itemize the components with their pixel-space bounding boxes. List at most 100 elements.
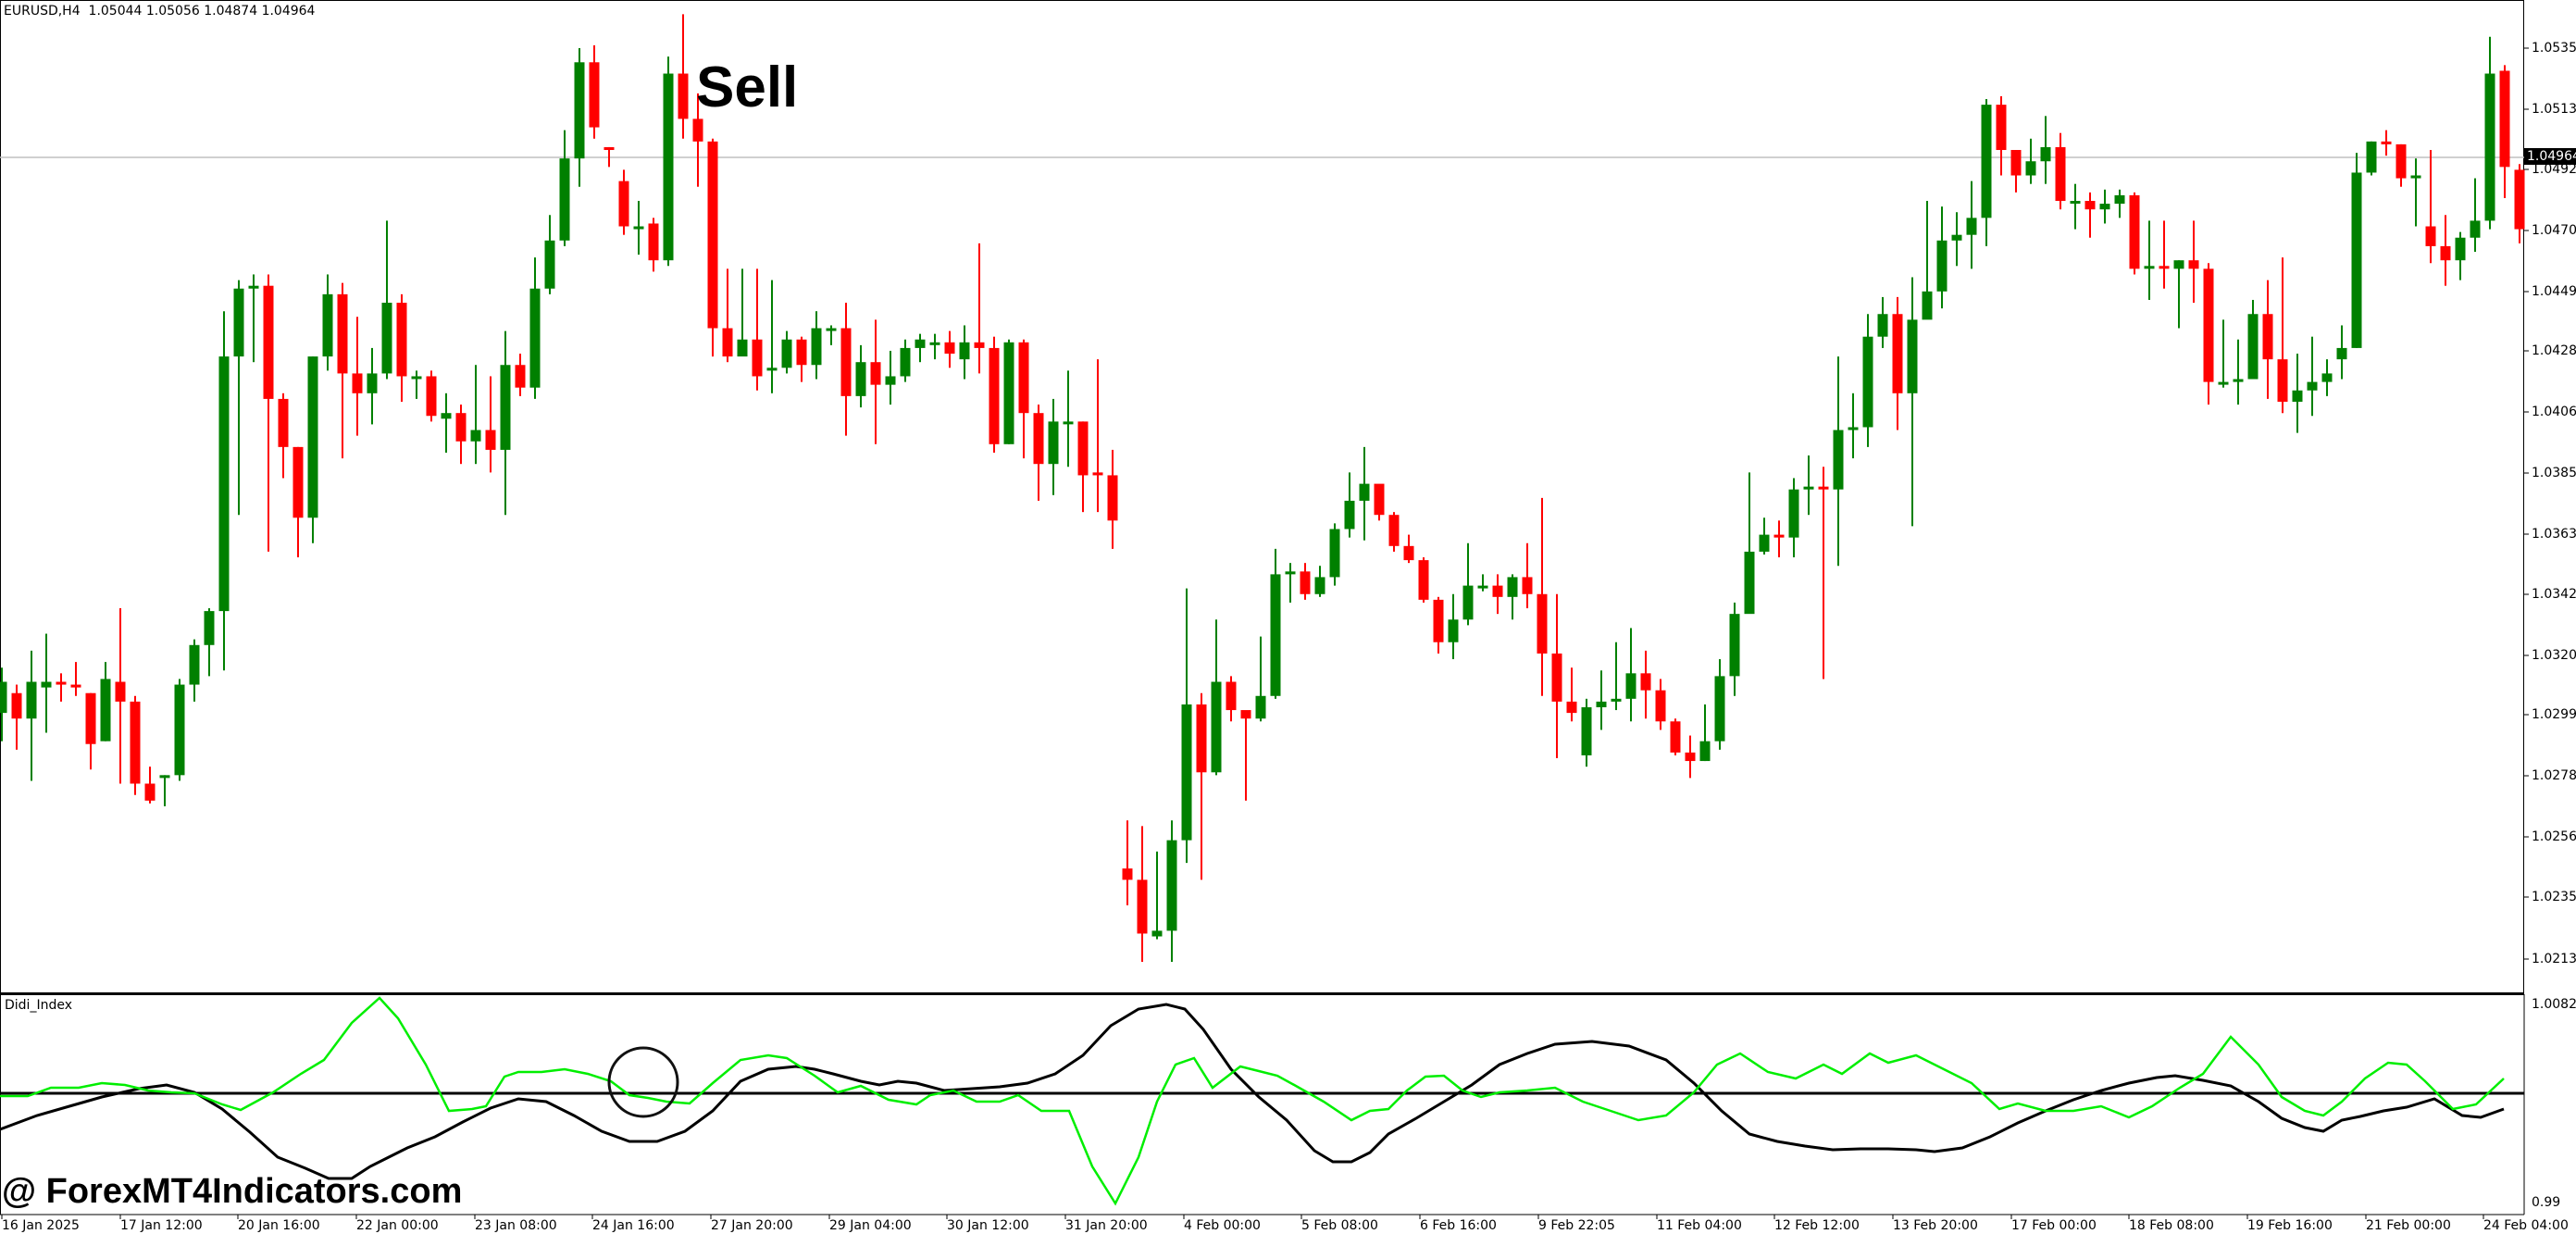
time-tick-label: 11 Feb 04:00 (1657, 1218, 1742, 1233)
bear-candle (604, 146, 615, 151)
price-tick-label: 1.03205 (2532, 648, 2576, 663)
bear-candle (974, 342, 985, 348)
bear-candle (1670, 721, 1681, 753)
bear-candle (1551, 653, 1562, 702)
bull-candle (1699, 741, 1711, 762)
bear-candle (1522, 577, 1533, 594)
bull-candle (0, 681, 7, 714)
bear-candle (1640, 673, 1651, 691)
bull-candle (1048, 421, 1059, 465)
bear-candle (989, 347, 1000, 444)
bear-candle (1196, 704, 1207, 773)
bull-candle (2040, 146, 2051, 162)
watermark: @ ForexMT4Indicators.com (2, 1172, 463, 1211)
bear-candle (455, 413, 467, 442)
price-tick-label: 1.04920 (2532, 162, 2576, 177)
bear-candle (589, 62, 600, 128)
bear-candle (2203, 268, 2214, 382)
bull-candle (2292, 390, 2303, 402)
time-tick-label: 31 Jan 20:00 (1065, 1218, 1148, 1233)
bear-candle (2277, 359, 2288, 402)
bear-candle (2499, 70, 2510, 168)
bear-candle (1018, 342, 1029, 414)
price-tick-label: 1.02565 (2532, 829, 2576, 844)
bull-candle (1003, 342, 1014, 444)
bull-candle (2099, 204, 2110, 210)
bear-candle (1137, 879, 1148, 934)
time-tick-label: 22 Jan 00:00 (356, 1218, 439, 1233)
bull-candle (1329, 529, 1340, 578)
didi-fast-line (0, 996, 2505, 1206)
bull-candle (929, 342, 940, 345)
bull-candle (248, 285, 259, 289)
bear-candle (618, 181, 629, 227)
time-tick-label: 5 Feb 08:00 (1301, 1218, 1378, 1233)
bull-candle (559, 158, 570, 241)
bear-candle (870, 362, 881, 385)
bull-candle (915, 339, 926, 348)
bull-candle (1181, 704, 1192, 841)
sell-annotation: Sell (696, 56, 799, 119)
price-tick-label: 1.04490 (2532, 284, 2576, 299)
price-tick-label: 1.03850 (2532, 466, 2576, 480)
time-tick-label: 9 Feb 22:05 (1538, 1218, 1615, 1233)
bull-candle (1848, 427, 1859, 430)
bull-candle (1314, 577, 1325, 594)
bull-candle (1744, 551, 1755, 615)
bull-candle (1596, 701, 1607, 708)
bull-candle (1729, 614, 1740, 677)
bull-candle (1907, 319, 1918, 393)
bear-candle (115, 681, 126, 702)
bull-candle (411, 376, 422, 380)
time-tick-label: 17 Feb 00:00 (2011, 1218, 2097, 1233)
bear-candle (352, 373, 363, 393)
bull-candle (307, 356, 318, 518)
bear-candle (1818, 486, 1829, 490)
bull-candle (2218, 381, 2229, 385)
bull-candle (367, 373, 378, 393)
indicator-axis-top-label: 1.0082 (2532, 997, 2576, 1012)
bull-candle (1862, 336, 1873, 428)
bull-candle (2336, 347, 2347, 360)
didi-slow-line (0, 1003, 2505, 1180)
bull-candle (1759, 534, 1770, 552)
bear-candle (1107, 475, 1118, 521)
bear-candle (1892, 314, 1903, 393)
bull-candle (1788, 489, 1799, 538)
bear-candle (2514, 169, 2525, 230)
bull-candle (2144, 266, 2155, 269)
bear-candle (2129, 194, 2140, 269)
bull-candle (1951, 234, 1962, 241)
bull-candle (2070, 201, 2081, 205)
bull-candle (2410, 175, 2421, 179)
bear-candle (2425, 226, 2436, 246)
bull-candle (159, 775, 170, 779)
ohlc-values: 1.05044 1.05056 1.04874 1.04964 (88, 4, 316, 19)
price-tick-label: 1.05135 (2532, 102, 2576, 117)
bear-candle (2159, 266, 2170, 269)
bull-candle (189, 644, 200, 685)
bull-candle (1714, 676, 1725, 742)
time-tick-label: 24 Jan 16:00 (592, 1218, 675, 1233)
bear-candle (1033, 413, 1044, 465)
bear-candle (56, 681, 67, 685)
bear-candle (1077, 421, 1089, 476)
symbol-timeframe: EURUSD,H4 (4, 4, 81, 19)
bull-candle (663, 73, 674, 261)
bear-candle (1655, 690, 1666, 722)
bull-candle (885, 376, 896, 385)
bear-candle (1403, 545, 1414, 561)
bull-candle (2321, 373, 2333, 382)
bull-candle (1211, 681, 1222, 773)
bear-candle (796, 339, 807, 366)
time-tick-label: 18 Feb 08:00 (2129, 1218, 2214, 1233)
bull-candle (100, 679, 111, 742)
time-tick-label: 23 Jan 08:00 (475, 1218, 557, 1233)
bear-candle (85, 692, 96, 744)
bear-candle (1492, 585, 1503, 597)
bull-candle (233, 288, 244, 357)
bull-candle (41, 681, 52, 688)
bull-candle (2173, 260, 2184, 269)
